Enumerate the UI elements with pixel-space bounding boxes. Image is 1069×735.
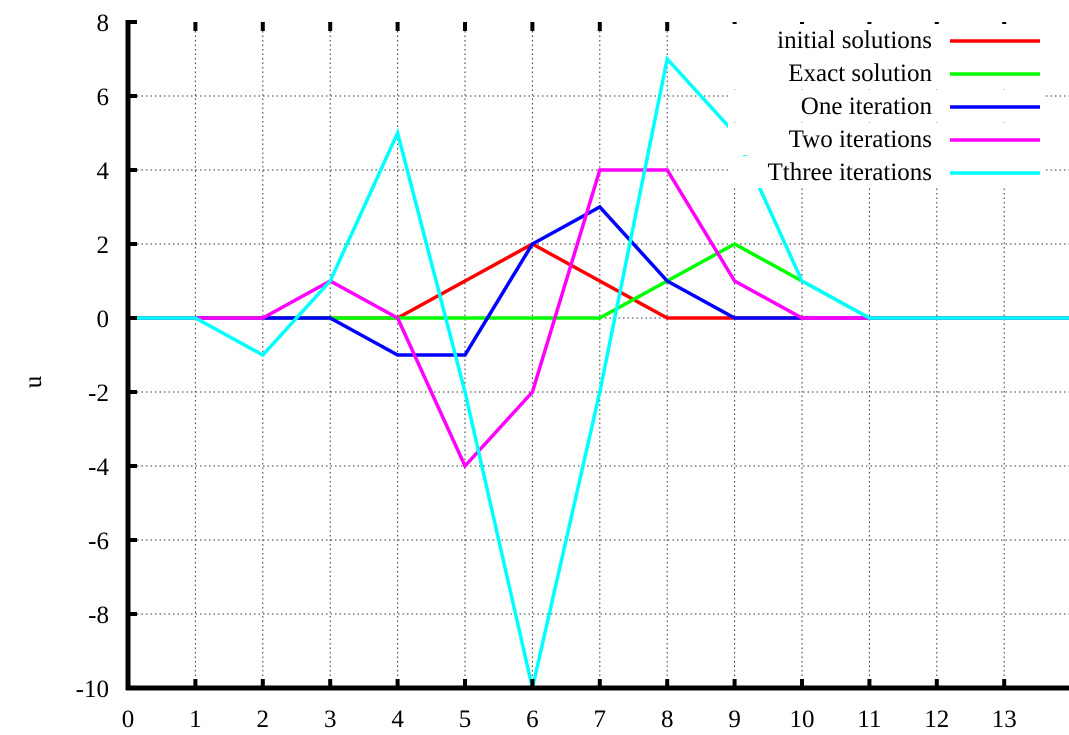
y-tick-label: 6 [97,84,110,111]
y-tick-label: 4 [97,158,110,185]
y-tick-label: -4 [88,454,109,481]
series-group [128,55,1069,689]
x-tick-label: 5 [459,706,472,733]
legend-label: Tthree iterations [767,159,932,186]
x-tick-label: 6 [526,706,539,733]
x-tick-label: 0 [122,706,135,733]
y-axis-label: u [20,375,47,388]
x-tick-label: 11 [857,706,881,733]
x-tick-label: 8 [661,706,674,733]
x-tick-label: 4 [391,706,404,733]
legend-label: One iteration [801,93,933,120]
y-tick-label: 8 [97,10,110,37]
y-tick-label: 0 [97,306,110,333]
x-tick-label: 12 [924,706,949,733]
y-tick-label: -10 [76,676,109,703]
x-tick-labels: 0 1 2 3 4 5 6 7 8 9 10 11 12 13 [122,706,1017,733]
y-tick-label: -6 [88,528,109,555]
x-tick-label: 13 [992,706,1017,733]
series-line-4 [128,55,1069,689]
legend-label: initial solutions [777,27,932,54]
legend: initial solutions Exact solution One itera… [728,24,1046,188]
x-tick-label: 9 [728,706,741,733]
legend-label: Exact solution [788,60,932,87]
y-tick-label: 2 [97,232,110,259]
legend-label: Two iterations [789,126,932,153]
x-tick-label: 10 [790,706,815,733]
series-line-0 [128,242,1069,320]
x-tick-label: 1 [189,706,202,733]
x-tick-label: 2 [257,706,270,733]
y-tick-label: -2 [88,380,109,407]
x-tick-label: 7 [594,706,607,733]
x-tick-label: 3 [324,706,337,733]
y-tick-labels: 8 6 4 2 0 -2 -4 -6 -8 -10 [76,10,110,703]
y-tick-label: -8 [88,602,109,629]
